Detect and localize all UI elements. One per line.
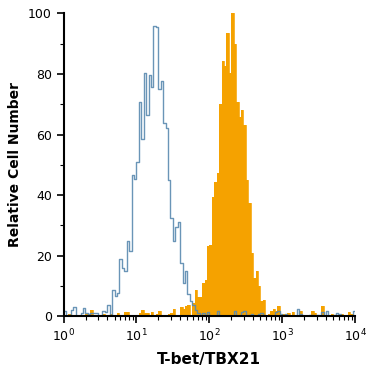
X-axis label: T-bet/TBX21: T-bet/TBX21 [158,352,261,367]
Y-axis label: Relative Cell Number: Relative Cell Number [8,82,22,248]
